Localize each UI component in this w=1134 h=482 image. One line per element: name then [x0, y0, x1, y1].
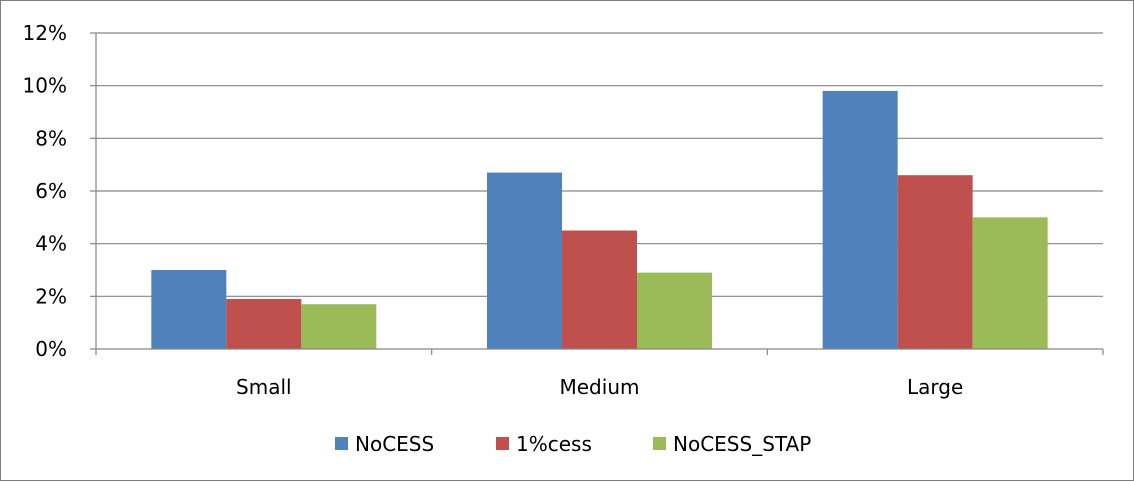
- x-category-label: Small: [236, 375, 292, 399]
- y-tick-labels: 0% 2% 4% 6% 8% 10% 12%: [23, 21, 67, 361]
- y-tick-label: 2%: [35, 284, 67, 308]
- x-category-label: Medium: [560, 375, 640, 399]
- y-tick-label: 8%: [35, 126, 67, 150]
- y-tick-label: 4%: [35, 232, 67, 256]
- y-tick-label: 0%: [35, 337, 67, 361]
- bar: [301, 304, 377, 349]
- legend: NoCESS 1%cess NoCESS_STAP: [335, 432, 811, 456]
- legend-swatch: [496, 437, 509, 450]
- legend-label: NoCESS: [355, 432, 434, 456]
- legend-label: NoCESS_STAP: [673, 432, 811, 456]
- bar: [822, 90, 898, 349]
- bar: [151, 270, 227, 349]
- legend-swatch: [335, 437, 348, 450]
- x-category-label: Large: [907, 375, 963, 399]
- bar: [226, 298, 302, 349]
- bar: [972, 217, 1048, 349]
- y-tick-label: 12%: [23, 21, 67, 45]
- bar: [487, 172, 562, 349]
- axes: [90, 32, 1104, 355]
- bar: [637, 272, 712, 349]
- y-tick-label: 10%: [23, 74, 67, 98]
- bar: [897, 175, 973, 349]
- y-tick-label: 6%: [35, 179, 67, 203]
- x-category-labels: Small Medium Large: [236, 375, 963, 399]
- legend-swatch: [653, 437, 666, 450]
- bars: [151, 90, 1048, 349]
- legend-label: 1%cess: [516, 432, 592, 456]
- bar: [562, 230, 637, 349]
